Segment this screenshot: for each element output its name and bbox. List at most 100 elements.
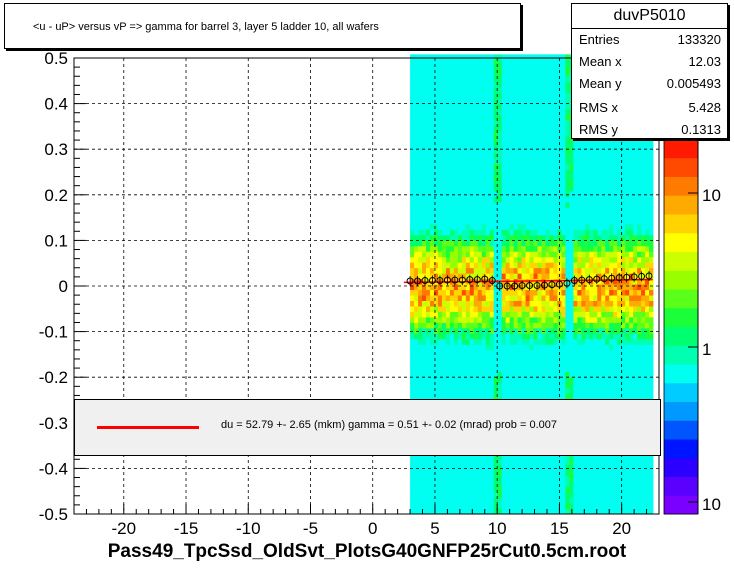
heatmap-cell [533,459,538,466]
heatmap-cell [477,327,483,334]
heatmap-cell [493,497,499,504]
heatmap-cell [501,76,507,83]
heatmap-cell [549,76,554,83]
heatmap-cell [541,81,546,88]
heatmap-cell [441,322,447,329]
heatmap-cell [429,459,435,466]
heatmap-cell [629,344,634,351]
heatmap-cell [601,322,606,329]
heatmap-cell [529,152,534,159]
heatmap-cell [497,191,503,198]
heatmap-cell [485,125,491,132]
heatmap-cell [581,327,586,334]
heatmap-cell [422,152,427,159]
heatmap-cell [437,54,443,61]
heatmap-cell [533,497,538,504]
heatmap-cell [469,333,475,340]
heatmap-cell [497,54,503,61]
heatmap-cell [637,278,642,285]
heatmap-cell [461,109,467,115]
heatmap-cell [621,136,626,143]
heatmap-cell [493,486,499,493]
heatmap-cell [445,174,451,181]
heatmap-cell [493,360,499,367]
heatmap-cell [469,338,475,345]
heatmap-cell [422,136,427,143]
heatmap-cell [585,251,590,258]
heatmap-cell [461,459,467,466]
heatmap-cell [533,76,538,83]
heatmap-cell [493,234,499,241]
heatmap-cell [422,158,427,165]
heatmap-cell [621,229,626,236]
heatmap-cell [422,229,427,236]
heatmap-cell [637,218,642,225]
heatmap-cell [457,273,463,280]
heatmap-cell [497,256,503,263]
heatmap-cell [429,295,435,301]
heatmap-cell [505,464,511,471]
heatmap-cell [613,251,618,258]
heatmap-cell [509,492,515,498]
heatmap-cell [621,503,626,509]
heatmap-cell [497,109,503,115]
heatmap-cell [473,59,479,66]
heatmap-cell [549,218,554,225]
heatmap-cell [414,98,419,104]
heatmap-cell [414,218,419,225]
heatmap-cell [422,360,427,367]
heatmap-cell [437,486,443,493]
heatmap-cell [537,492,542,498]
heatmap-cell [585,207,590,214]
heatmap-cell [465,109,471,115]
heatmap-cell [533,185,538,192]
heatmap-cell [601,251,606,258]
heatmap-cell [437,207,443,214]
heatmap-cell [465,388,471,395]
heatmap-cell [561,355,566,362]
heatmap-cell [449,464,455,471]
heatmap-cell [509,317,515,323]
heatmap-cell [581,453,586,460]
heatmap-cell [605,141,610,148]
heatmap-cell [525,245,530,252]
heatmap-cell [433,344,439,351]
heatmap-cell [589,141,594,148]
heatmap-cell [577,234,582,241]
heatmap-cell [457,125,463,132]
heatmap-cell [597,497,602,504]
heatmap-cell [445,377,451,384]
heatmap-cell [457,163,463,170]
heatmap-cell [505,65,511,72]
heatmap-cell [422,213,427,219]
heatmap-cell [537,120,542,126]
heatmap-cell [577,295,582,301]
heatmap-cell [609,240,614,247]
heatmap-cell [549,492,554,498]
heatmap-cell [441,344,447,351]
heatmap-cell [581,344,586,351]
heatmap-cell [418,98,423,104]
heatmap-cell [561,98,566,104]
heatmap-cell [537,240,542,247]
heatmap-cell [541,393,546,400]
heatmap-cell [549,481,554,488]
heatmap-cell [429,103,435,110]
heatmap-cell [437,169,443,176]
heatmap-cell [441,147,447,154]
heatmap-cell [565,87,570,94]
heatmap-cell [625,191,630,198]
heatmap-cell [465,300,471,307]
heatmap-cell [557,240,562,247]
heatmap-cell [433,114,439,121]
heatmap-cell [414,136,419,143]
heatmap-cell [461,344,467,351]
heatmap-cell [637,240,642,247]
heatmap-cell [477,234,483,241]
heatmap-cell [477,103,483,110]
heatmap-cell [445,393,451,400]
heatmap-cell [422,508,427,515]
heatmap-cell [433,289,439,296]
heatmap-cell [541,180,546,187]
heatmap-cell [453,300,459,307]
